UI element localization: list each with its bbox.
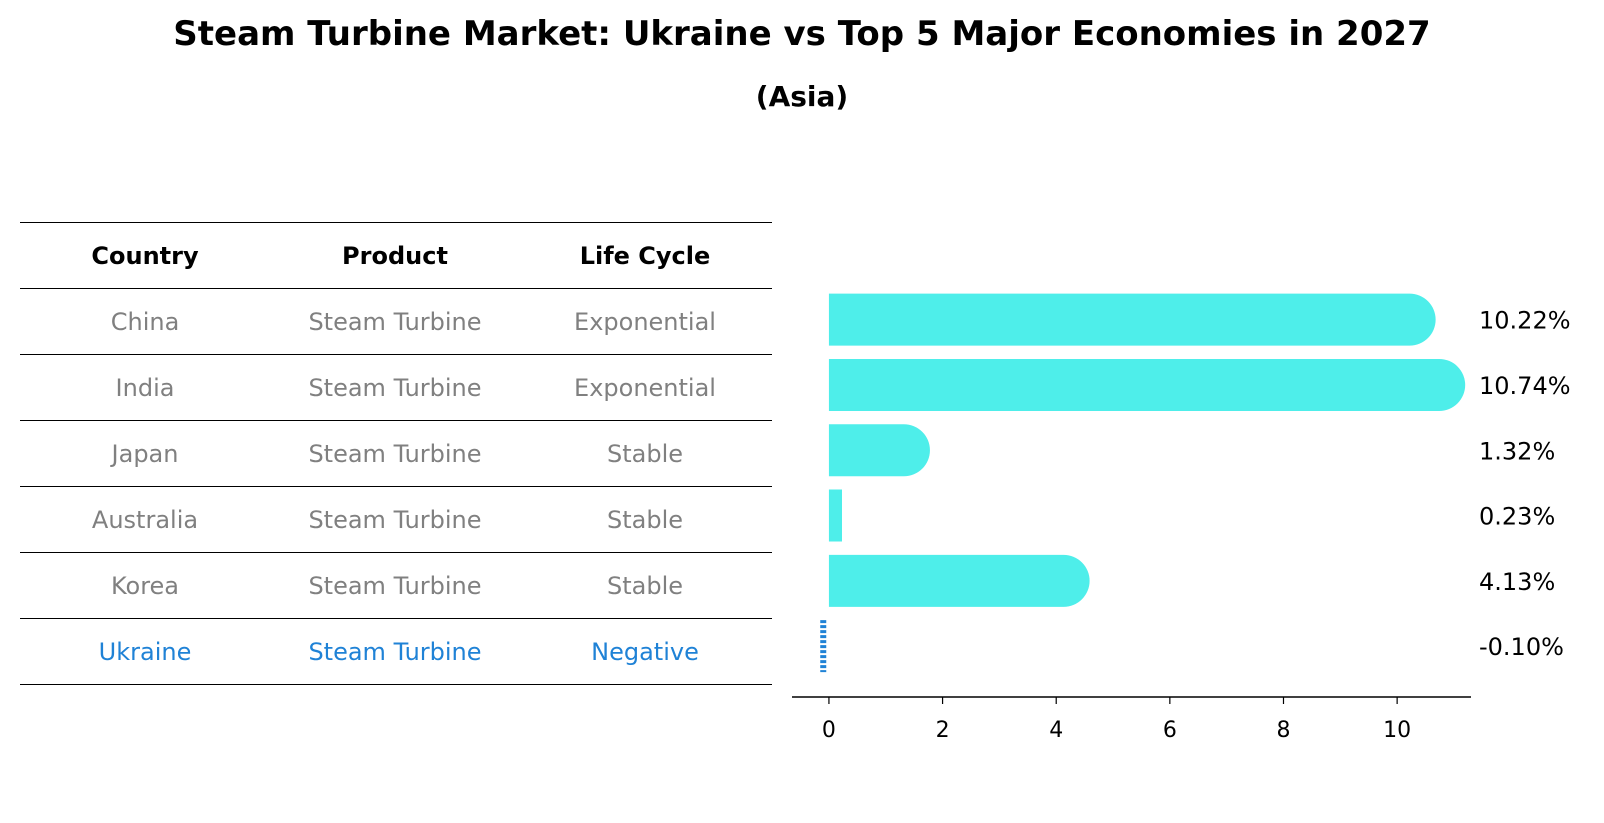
table-row-highlight: Ukraine Steam Turbine Negative	[20, 618, 772, 685]
bar-india	[828, 358, 1466, 411]
x-tick-label: 2	[936, 718, 950, 743]
x-tick-label: 6	[1163, 718, 1177, 743]
product-cell: Steam Turbine	[308, 373, 482, 402]
country-cell: Korea	[110, 571, 180, 600]
product-cell: Steam Turbine	[308, 307, 482, 336]
country-cell: Japan	[111, 439, 179, 468]
data-labels-group: 10.22% 10.74% 1.32% 0.23% 4.13% -0.10%	[1479, 307, 1571, 662]
country-cell: Ukraine	[98, 637, 192, 666]
life-cycle-cell: Negative	[591, 637, 699, 666]
life-cycle-cell: Stable	[606, 571, 684, 600]
chart-title: Steam Turbine Market: Ukraine vs Top 5 M…	[173, 14, 1431, 54]
x-tick-label: 4	[1049, 718, 1063, 743]
country-cell: China	[110, 307, 180, 336]
x-tick-label: 10	[1383, 718, 1411, 743]
data-label: 0.23%	[1479, 503, 1555, 531]
bar-korea	[828, 554, 1090, 607]
x-tick-label: 0	[822, 718, 836, 743]
bar-china	[828, 293, 1436, 346]
bar-japan	[828, 424, 930, 477]
life-cycle-cell: Exponential	[574, 307, 716, 336]
data-label: 4.13%	[1479, 568, 1555, 596]
header-country: Country	[91, 241, 199, 270]
bars-group	[820, 293, 1466, 673]
table-row: Australia Steam Turbine Stable	[20, 486, 772, 552]
data-label: 1.32%	[1479, 437, 1555, 465]
data-label: 10.22%	[1479, 307, 1571, 335]
data-label: 10.74%	[1479, 372, 1571, 400]
header-life-cycle: Life Cycle	[579, 241, 711, 270]
life-cycle-cell: Stable	[606, 505, 684, 534]
life-cycle-cell: Exponential	[574, 373, 716, 402]
data-label: -0.10%	[1479, 633, 1564, 661]
table-row: Japan Steam Turbine Stable	[20, 420, 772, 486]
x-tick-label: 8	[1276, 718, 1290, 743]
product-cell: Steam Turbine	[308, 571, 482, 600]
table-row: Korea Steam Turbine Stable	[20, 552, 772, 618]
country-cell: India	[115, 373, 175, 402]
table-row: China Steam Turbine Exponential	[20, 288, 772, 354]
product-cell: Steam Turbine	[308, 439, 482, 468]
country-cell: Australia	[91, 505, 199, 534]
bar-australia	[828, 489, 843, 542]
life-cycle-cell: Stable	[606, 439, 684, 468]
header-product: Product	[342, 241, 448, 270]
x-ticks-group: 0 2 4 6 8 10	[822, 697, 1411, 743]
product-cell: Steam Turbine	[308, 505, 482, 534]
chart-subtitle: (Asia)	[755, 80, 849, 113]
table-header-row: Country Product Life Cycle	[20, 222, 772, 288]
data-table: Country Product Life Cycle China Steam T…	[20, 222, 772, 685]
table-row: India Steam Turbine Exponential	[20, 354, 772, 420]
product-cell: Steam Turbine	[308, 637, 482, 666]
